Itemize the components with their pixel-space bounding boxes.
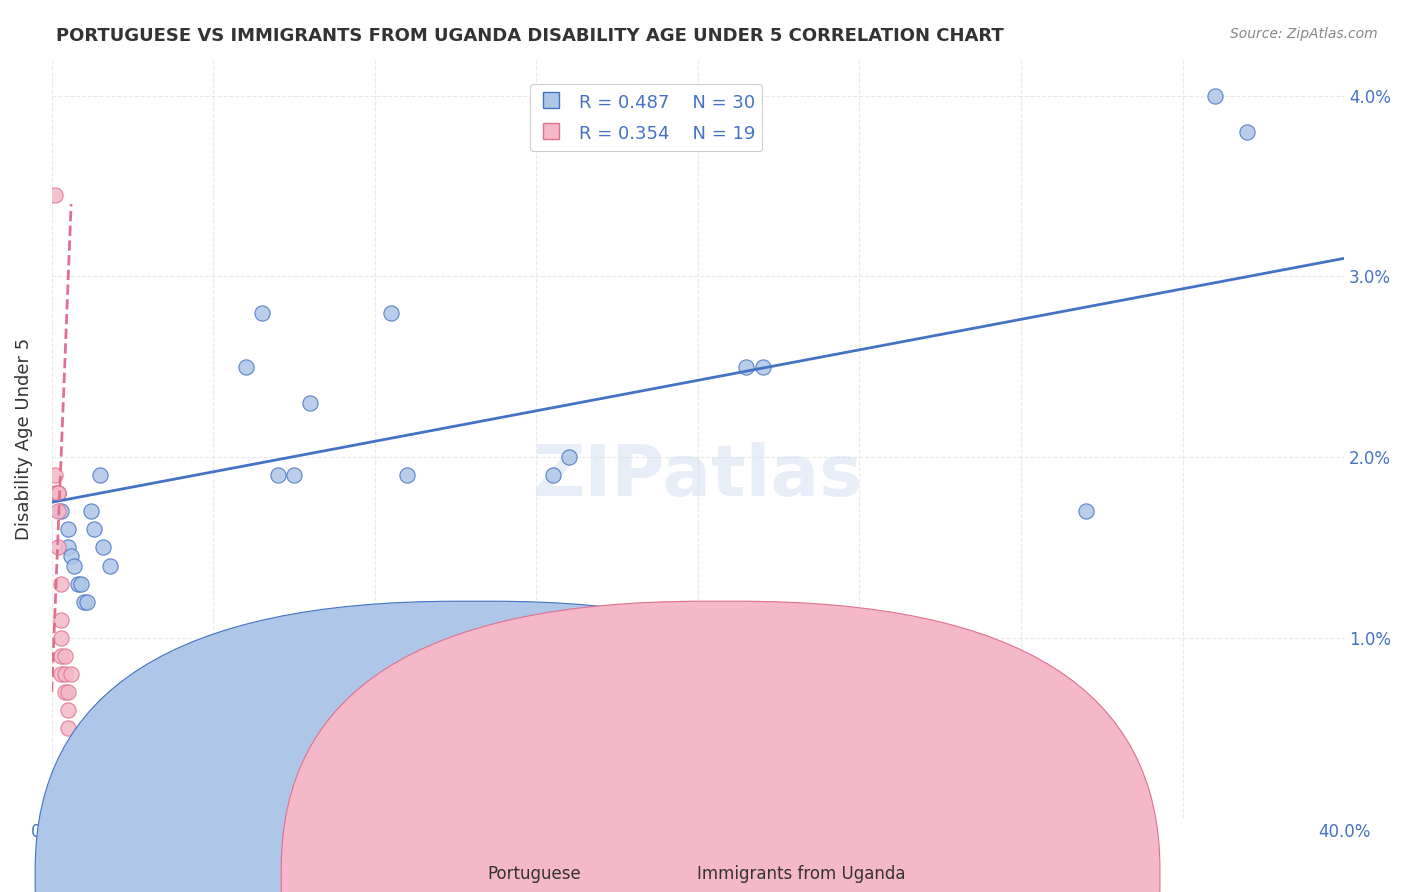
Point bbox=[51, 613, 73, 627]
Point bbox=[283, 468, 305, 483]
Point bbox=[73, 594, 96, 608]
Text: Immigrants from Uganda: Immigrants from Uganda bbox=[697, 865, 905, 883]
Point bbox=[429, 631, 451, 645]
Point bbox=[69, 576, 91, 591]
Point bbox=[51, 648, 73, 663]
Point bbox=[56, 703, 79, 717]
Point bbox=[63, 558, 86, 573]
Point bbox=[1204, 88, 1226, 103]
Point bbox=[51, 667, 73, 681]
Text: Source: ZipAtlas.com: Source: ZipAtlas.com bbox=[1230, 27, 1378, 41]
Point bbox=[46, 486, 69, 500]
Point bbox=[93, 541, 115, 555]
Point bbox=[66, 576, 89, 591]
Point bbox=[51, 631, 73, 645]
Point bbox=[53, 685, 76, 699]
Point bbox=[53, 648, 76, 663]
Point bbox=[60, 667, 83, 681]
Text: Portuguese: Portuguese bbox=[488, 865, 581, 883]
Point bbox=[250, 305, 273, 319]
Point bbox=[56, 685, 79, 699]
Point bbox=[56, 541, 79, 555]
Point bbox=[51, 504, 73, 518]
Point bbox=[44, 468, 66, 483]
Point bbox=[44, 486, 66, 500]
Point bbox=[267, 468, 290, 483]
Point bbox=[1074, 504, 1097, 518]
Point bbox=[735, 359, 758, 374]
Point bbox=[53, 667, 76, 681]
Text: PORTUGUESE VS IMMIGRANTS FROM UGANDA DISABILITY AGE UNDER 5 CORRELATION CHART: PORTUGUESE VS IMMIGRANTS FROM UGANDA DIS… bbox=[56, 27, 1004, 45]
Point bbox=[299, 396, 322, 410]
Point bbox=[235, 359, 257, 374]
Point bbox=[396, 468, 419, 483]
Point bbox=[541, 468, 564, 483]
Point bbox=[461, 676, 484, 690]
Point bbox=[56, 522, 79, 536]
Point bbox=[1236, 125, 1258, 139]
Point bbox=[51, 576, 73, 591]
Point bbox=[557, 450, 579, 464]
Point bbox=[380, 305, 402, 319]
Legend: R = 0.487    N = 30, R = 0.354    N = 19: R = 0.487 N = 30, R = 0.354 N = 19 bbox=[530, 84, 762, 152]
Point bbox=[46, 486, 69, 500]
Point bbox=[46, 504, 69, 518]
Point bbox=[751, 359, 773, 374]
Point bbox=[60, 549, 83, 564]
Text: ZIPatlas: ZIPatlas bbox=[533, 442, 863, 511]
Point bbox=[56, 721, 79, 735]
Point bbox=[44, 188, 66, 202]
Y-axis label: Disability Age Under 5: Disability Age Under 5 bbox=[15, 338, 32, 541]
Point bbox=[89, 468, 111, 483]
Point bbox=[46, 541, 69, 555]
Point bbox=[76, 594, 98, 608]
Point bbox=[79, 504, 101, 518]
Point bbox=[46, 486, 69, 500]
Point bbox=[83, 522, 105, 536]
Point bbox=[98, 558, 121, 573]
